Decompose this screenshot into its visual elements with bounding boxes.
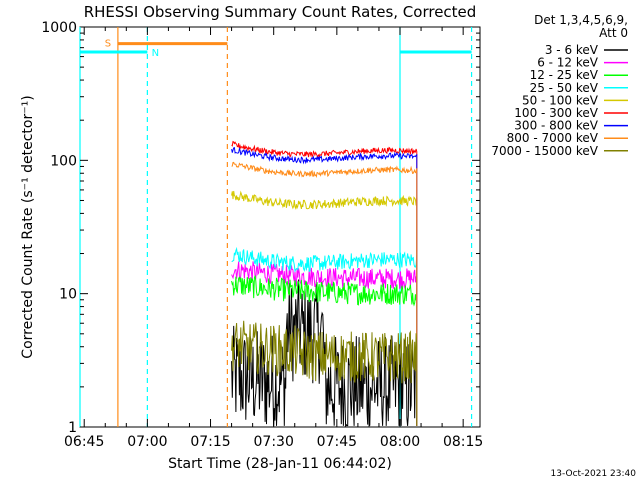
series-line-4: [231, 246, 418, 426]
night-label: N: [152, 48, 159, 59]
y-tick-label: 1000: [41, 20, 77, 36]
x-tick-label: 08:00: [380, 434, 420, 450]
legend-label: 6 - 12 keV: [537, 56, 599, 70]
y-tick-label: 1: [68, 420, 77, 436]
y-axis: 1 10 100 1000: [41, 20, 480, 436]
x-axis: 06:45 07:00 07:15 07:30 07:45 08:00 08:15: [64, 27, 483, 450]
series-line-5: [231, 190, 418, 426]
legend-label: 300 - 800 keV: [514, 119, 598, 133]
legend-header-line-2: Att 0: [599, 26, 628, 40]
series-line-8: [231, 161, 418, 426]
y-tick-label: 100: [50, 153, 77, 169]
x-tick-label: 07:00: [127, 434, 167, 450]
generated-timestamp: 13-Oct-2021 23:40: [551, 469, 637, 479]
saa-label: S: [105, 39, 111, 50]
legend-label: 100 - 300 keV: [514, 106, 598, 120]
x-tick-label: 07:30: [254, 434, 294, 450]
legend-label: 50 - 100 keV: [522, 93, 599, 107]
series-line-2: [231, 261, 418, 426]
x-tick-label: 06:45: [64, 434, 104, 450]
chart-title: RHESSI Observing Summary Count Rates, Co…: [84, 3, 477, 21]
orbit-annotations: SN: [79, 27, 473, 427]
series-line-3: [231, 275, 418, 426]
x-tick-label: 08:15: [443, 434, 483, 450]
legend-label: 3 - 6 keV: [545, 43, 599, 57]
y-axis-label: Corrected Count Rate (s⁻¹ detector⁻¹): [20, 95, 36, 358]
legend-label: 7000 - 15000 keV: [491, 144, 598, 158]
y-tick-label: 10: [59, 287, 77, 303]
legend-label: 12 - 25 keV: [530, 68, 599, 82]
series-line-6: [231, 140, 418, 426]
legend-header-line-1: Det 1,3,4,5,6,9,: [534, 13, 628, 27]
x-tick-label: 07:45: [317, 434, 357, 450]
series-line-7: [231, 146, 418, 426]
legend-label: 800 - 7000 keV: [507, 131, 599, 145]
series-lines: [231, 140, 418, 428]
x-axis-label: Start Time (28-Jan-11 06:44:02): [168, 456, 392, 472]
legend-label: 25 - 50 keV: [530, 81, 599, 95]
x-tick-label: 07:15: [190, 434, 230, 450]
series-line-9: [231, 320, 418, 426]
